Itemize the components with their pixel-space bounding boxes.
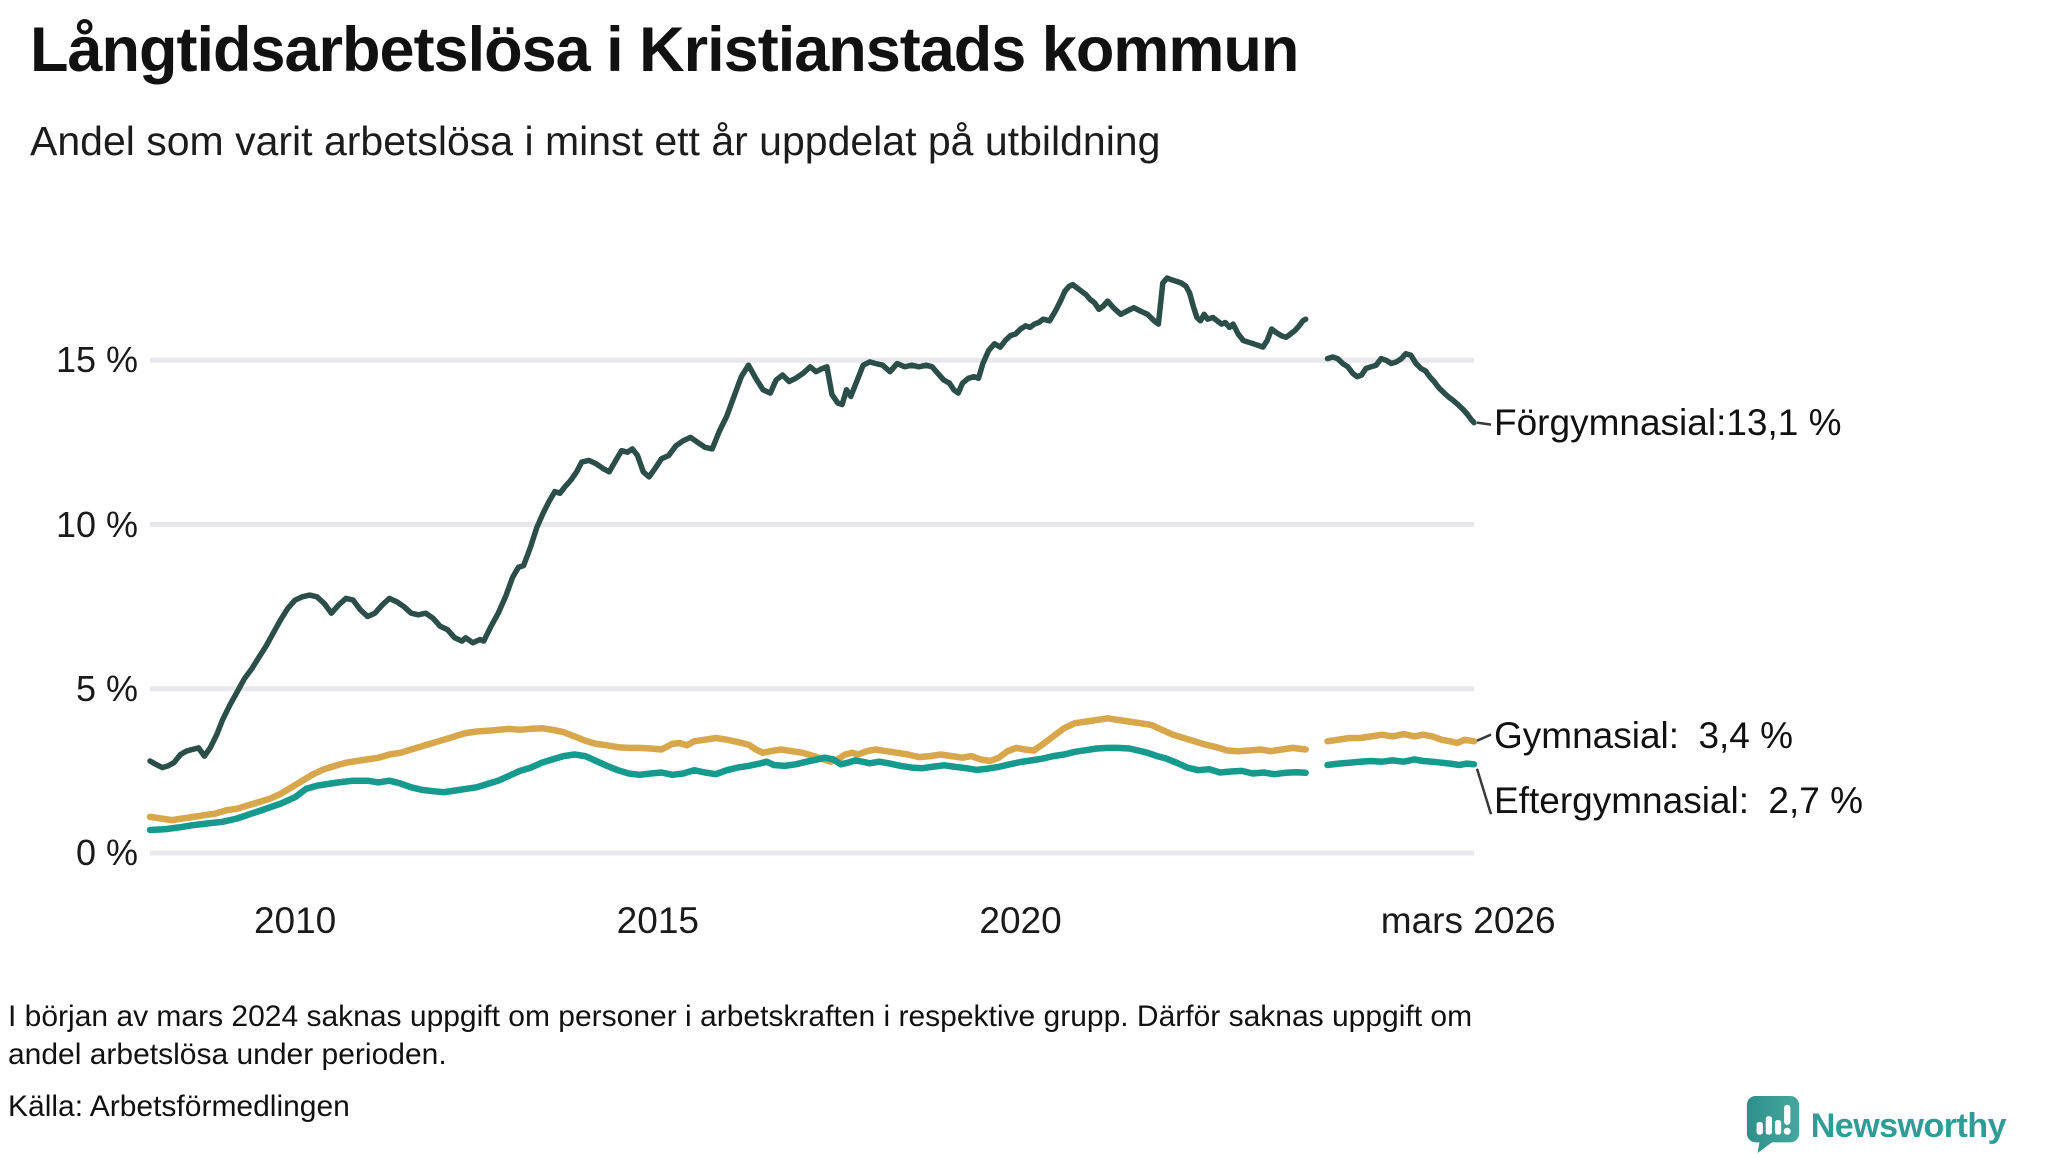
newsworthy-wordmark: Newsworthy bbox=[1810, 1107, 2007, 1145]
source-label: Källa: Arbetsförmedlingen bbox=[8, 1090, 350, 1123]
y-tick-label-15: 15 % bbox=[55, 339, 138, 381]
newsworthy-bubble-chart-icon bbox=[1745, 1094, 1801, 1159]
y-tick-label-0: 0 % bbox=[75, 832, 138, 873]
series-label-value-forgymnasial: 13,1 % bbox=[1726, 401, 1842, 443]
series-label-name-eftergymnasial: Eftergymnasial: bbox=[1494, 780, 1749, 822]
label-connector-gymnasial bbox=[1476, 733, 1492, 742]
page-title: Långtidsarbetslösa i Kristianstads kommu… bbox=[30, 15, 1299, 85]
y-tick-label-5: 5 % bbox=[75, 667, 138, 709]
series-line-forgymnasial-after-gap bbox=[1324, 350, 1477, 426]
x-tick-label-mars-2026: mars 2026 bbox=[1380, 900, 1556, 941]
series-label-name-gymnasial: Gymnasial: bbox=[1494, 715, 1680, 757]
footnote: I början av mars 2024 saknas uppgift om … bbox=[8, 998, 1472, 1074]
series-label-eftergymnasial: Eftergymnasial: 2,7 % bbox=[1494, 777, 1863, 825]
series-label-name-forgymnasial: Förgymnasial: bbox=[1494, 401, 1727, 443]
x-tick-label-2015: 2015 bbox=[616, 900, 699, 941]
series-label-value-gymnasial: 3,4 % bbox=[1698, 715, 1794, 757]
label-connector-forgymnasial bbox=[1476, 421, 1492, 426]
series-line-eftergymnasial bbox=[146, 744, 1309, 834]
x-tick-label-2010: 2010 bbox=[253, 900, 337, 941]
footnote-line-1: I början av mars 2024 saknas uppgift om … bbox=[8, 1000, 1473, 1033]
y-tick-label-10: 10 % bbox=[55, 503, 138, 545]
series-label-value-eftergymnasial: 2,7 % bbox=[1768, 780, 1863, 822]
series-label-gymnasial: Gymnasial: 3,4 % bbox=[1494, 712, 1793, 760]
footnote-line-2: andel arbetslösa under perioden. bbox=[8, 1038, 447, 1071]
page-subtitle: Andel som varit arbetslösa i minst ett å… bbox=[30, 118, 1161, 164]
x-tick-label-2020: 2020 bbox=[979, 900, 1062, 941]
series-line-eftergymnasial-after-gap bbox=[1324, 756, 1478, 769]
series-label-forgymnasial: Förgymnasial: 13,1 % bbox=[1494, 399, 1842, 447]
label-connector-eftergymnasial bbox=[1475, 768, 1493, 815]
series-line-forgymnasial bbox=[147, 275, 1309, 771]
series-line-gymnasial bbox=[146, 715, 1309, 824]
series-line-gymnasial-after-gap bbox=[1324, 730, 1478, 747]
newsworthy-logo: Newsworthy bbox=[1745, 1094, 2007, 1159]
